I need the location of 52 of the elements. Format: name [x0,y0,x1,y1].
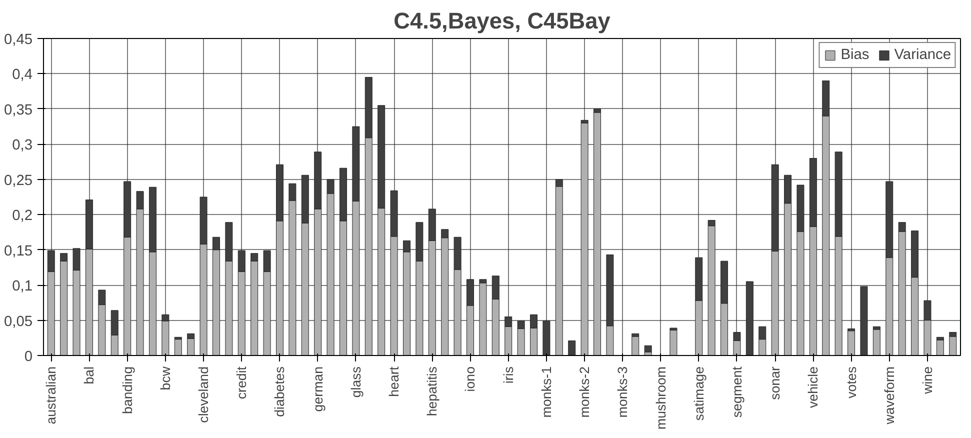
x-tick-label: glass [348,366,364,398]
x-tick-label: votes [844,366,859,398]
bar [872,329,880,356]
bar [860,286,868,356]
x-tick-label: credit [234,366,250,400]
y-tick-label: 0,2 [12,208,32,224]
x-tick-label: satimage [691,366,706,421]
bar [632,336,640,356]
x-tick-label: bal [82,366,97,384]
x-tick-label: heart [386,366,402,397]
bar [479,282,487,356]
x-tick-label: banding [120,366,135,414]
y-tick-label: 0,4 [12,67,32,84]
chart-title: C4.5,Bayes, C45Bay [394,8,611,34]
y-tick-label: 0 [24,349,33,365]
legend-label: Bias [840,47,870,63]
y-tick-label: 0,45 [4,32,33,48]
x-tick-label: iris [500,366,516,384]
legend-label: Variance [894,47,951,63]
bar [644,345,652,352]
bar [542,320,550,356]
x-tick-label: monks-2 [577,366,592,418]
x-tick-label: monks-3 [615,366,630,418]
bar [936,340,944,356]
bar [568,340,576,356]
y-tick-label: 0,25 [4,172,33,189]
bar [670,330,678,356]
x-tick-label: australian [44,366,59,424]
bar [746,281,754,356]
y-tick-label: 0,3 [12,138,32,154]
x-tick-label: diabetes [272,366,288,417]
x-tick-label: german [310,366,326,412]
x-tick-label: sonar [768,366,783,400]
y-tick-label: 0,1 [12,278,32,295]
x-tick-label: hepatitis [424,366,440,416]
bar [594,112,601,356]
bar [949,336,957,356]
x-tick-label: cleveland [196,366,212,423]
y-tick-label: 0,15 [4,243,33,260]
bar [174,339,182,356]
y-tick-label: 0,05 [4,314,33,330]
x-tick-label: wine [920,366,935,395]
x-tick-label: monks-1 [538,366,554,418]
bar [580,122,588,356]
y-tick-label: 0,35 [4,102,33,118]
x-tick-label: bcw [158,366,173,390]
bar [848,330,856,356]
x-tick-label: segment [729,366,744,418]
x-tick-label: vehicle [806,366,821,408]
x-tick-label: waveform [882,366,897,426]
x-tick-label: mushroom [653,366,668,430]
x-tick-label: iono [462,366,478,392]
